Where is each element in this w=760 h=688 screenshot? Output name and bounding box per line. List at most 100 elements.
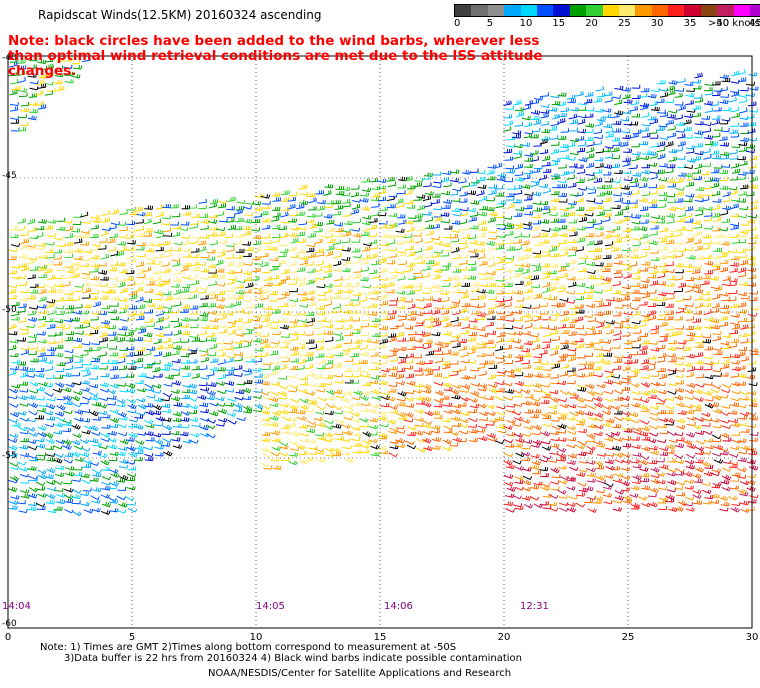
wind-barb-flag	[556, 160, 559, 165]
wind-barb-flag	[311, 224, 314, 228]
wind-barb	[209, 243, 218, 246]
wind-barb	[621, 286, 630, 290]
wind-barb	[215, 228, 225, 232]
wind-barb-flag	[358, 203, 361, 208]
wind-barb	[641, 124, 650, 127]
wind-barb	[737, 215, 746, 219]
wind-barb-flag	[35, 256, 38, 261]
wind-barb-flag	[346, 282, 348, 287]
wind-barb-flag	[664, 92, 667, 97]
wind-barb-flag	[393, 195, 395, 200]
wind-barb-flag	[611, 153, 614, 157]
wind-barb-flag	[651, 93, 653, 98]
wind-barb-flag	[625, 87, 627, 91]
wind-barb-flag	[725, 205, 728, 210]
wind-barb-flag	[717, 216, 720, 221]
wind-barb-flag	[339, 260, 342, 265]
wind-barb-flag	[719, 240, 721, 245]
wind-barb-flag	[733, 204, 736, 208]
wind-barb-flag	[491, 169, 493, 174]
wind-barb	[558, 201, 567, 203]
wind-barb	[361, 189, 370, 193]
wind-barb-flag	[656, 230, 658, 235]
wind-barb-flag	[70, 219, 73, 224]
wind-barb	[73, 235, 82, 238]
wind-barb	[397, 278, 406, 281]
wind-barb-flag	[691, 145, 693, 149]
wind-barb-flag	[707, 234, 710, 239]
wind-barb-flag	[745, 97, 748, 102]
wind-barb-flag	[559, 158, 561, 162]
wind-barb-flag	[183, 266, 185, 271]
wind-barb-flag	[621, 111, 624, 115]
wind-barb-flag	[446, 190, 449, 195]
wind-barb-flag	[431, 245, 433, 249]
wind-barb-flag	[530, 280, 533, 285]
wind-barb	[720, 158, 729, 160]
wind-barb-flag	[339, 239, 342, 244]
wind-barb-flag	[458, 276, 460, 281]
wind-barb-flag	[372, 254, 375, 258]
wind-barb-flag	[520, 177, 523, 182]
wind-barb-flag	[654, 118, 657, 123]
wind-barb-flag	[529, 104, 532, 108]
wind-barb	[748, 208, 757, 210]
wind-barb	[603, 126, 612, 129]
wind-barb	[82, 59, 91, 63]
wind-barb-flag	[465, 178, 467, 182]
wind-barb	[587, 192, 596, 195]
wind-barb-flag	[120, 282, 122, 287]
wind-barb	[506, 145, 515, 148]
wind-barb	[90, 271, 99, 273]
wind-barb-flag	[582, 246, 585, 250]
wind-barb	[281, 271, 290, 275]
wind-barb	[155, 214, 164, 218]
wind-barb-flag	[295, 254, 298, 258]
wind-barb	[197, 291, 206, 294]
wind-barb-flag	[447, 242, 449, 247]
wind-barb	[567, 254, 576, 257]
wind-barb-flag	[539, 192, 542, 196]
wind-barb-flag	[528, 133, 531, 137]
wind-barb	[27, 277, 36, 280]
wind-barb	[630, 103, 639, 106]
wind-barb	[352, 221, 361, 224]
wind-barb-flag	[492, 270, 495, 275]
wind-barb	[407, 254, 416, 257]
wind-barb	[80, 244, 89, 246]
wind-barb	[586, 144, 595, 147]
wind-barb-flag	[693, 93, 695, 97]
wind-barb-flag	[170, 252, 173, 256]
wind-barb-flag	[591, 212, 594, 217]
wind-barb-flag	[31, 219, 34, 223]
wind-barb-flag	[657, 169, 660, 174]
wind-barb-flag	[753, 219, 756, 224]
wind-barb-flag	[319, 222, 322, 226]
wind-barb-flag	[195, 261, 197, 265]
wind-barb-flag	[634, 106, 637, 110]
wind-barb	[170, 286, 180, 288]
wind-barb-flag	[680, 105, 683, 110]
wind-barb-flag	[746, 259, 749, 264]
wind-barb	[686, 110, 695, 113]
wind-barb-flag	[576, 119, 579, 123]
wind-barb-flag	[359, 273, 362, 278]
wind-barb	[486, 272, 495, 276]
wind-barb-flag	[521, 163, 524, 168]
wind-barb-flag	[448, 219, 450, 223]
wind-barb	[566, 145, 575, 148]
wind-barb-flag	[322, 205, 324, 210]
wind-barb	[53, 258, 62, 260]
wind-barb	[711, 268, 720, 271]
wind-barb-flag	[566, 250, 569, 255]
wind-barb-flag	[71, 225, 74, 230]
wind-barb-flag	[509, 120, 512, 125]
wind-barb-flag	[486, 283, 489, 287]
wind-barb-flag	[656, 173, 658, 178]
wind-barb-flag	[582, 157, 584, 161]
wind-barb-flag	[79, 248, 81, 253]
wind-barb	[515, 209, 524, 211]
wind-barb	[586, 263, 595, 267]
wind-barb	[404, 202, 413, 205]
wind-barb-flag	[687, 172, 689, 177]
